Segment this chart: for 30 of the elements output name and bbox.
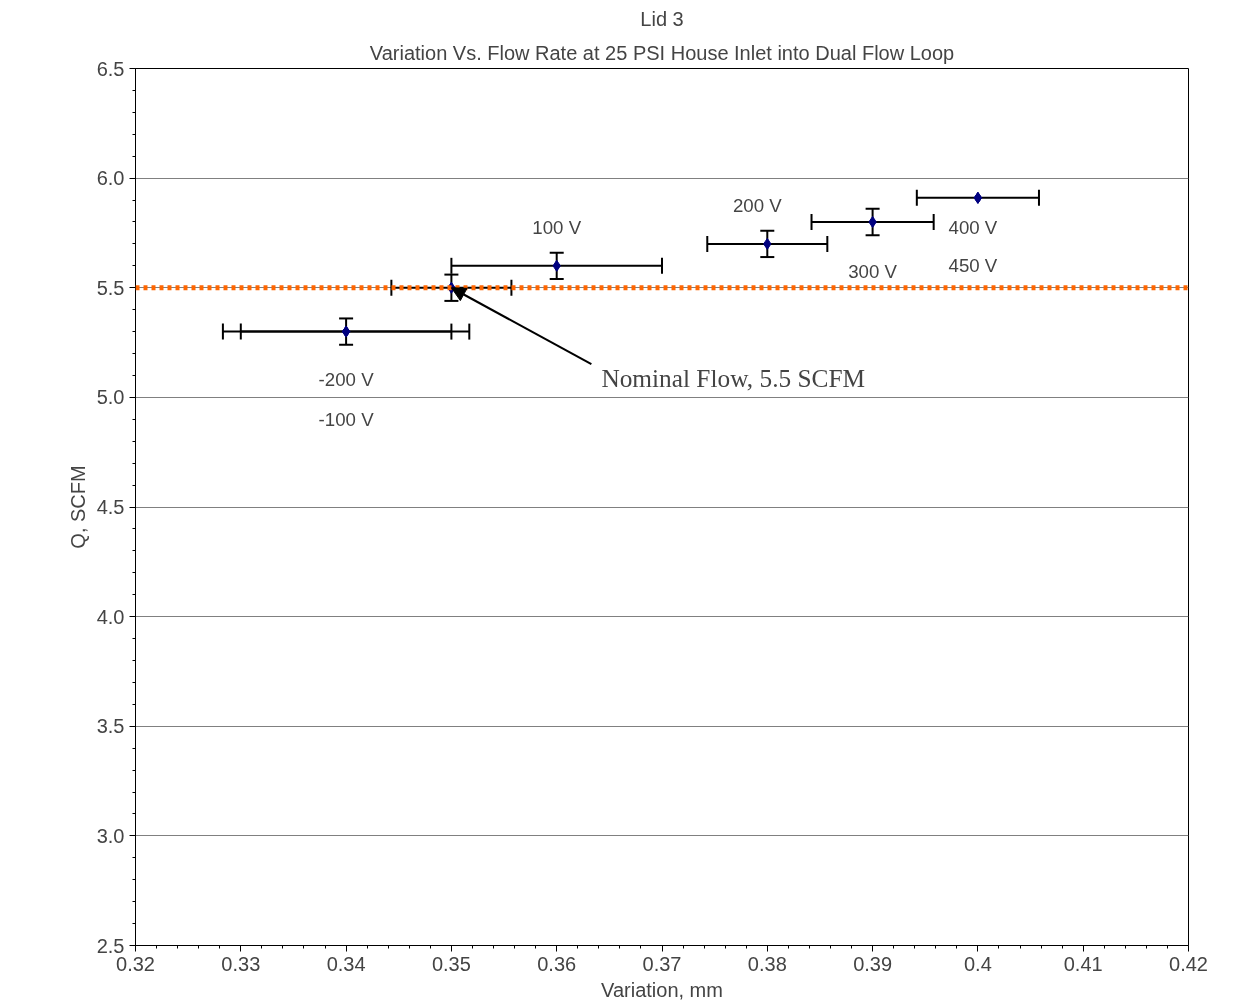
x-tick-label: 0.4: [964, 952, 992, 975]
annotation: -100 V: [318, 409, 375, 431]
x-axis-title: Variation, mm: [601, 978, 723, 1001]
annotation: 400 V: [948, 217, 998, 239]
annotation: -200 V: [318, 369, 375, 391]
x-tick-label: 0.33: [221, 952, 261, 975]
x-tick-label: 0.41: [1063, 952, 1103, 975]
x-tick-label: 0.39: [853, 952, 893, 975]
x-tick-label: 0.42: [1169, 952, 1208, 975]
annotation: 300 V: [848, 261, 898, 283]
annotation: Nominal Flow, 5.5 SCFM: [601, 363, 866, 392]
y-axis-title: Q, SCFM: [66, 465, 89, 549]
y-tick-label: 3.0: [96, 824, 125, 847]
annotation: 100 V: [532, 217, 582, 239]
y-tick-label: 6.5: [96, 57, 125, 80]
y-tick-label: 6.0: [96, 167, 125, 190]
y-tick-label: 4.5: [96, 496, 125, 518]
y-tick-label: 4.0: [96, 605, 125, 628]
chart-title: Lid 3: [640, 7, 684, 30]
x-tick-label: 0.37: [642, 952, 682, 975]
annotation: 200 V: [732, 195, 783, 217]
x-tick-label: 0.36: [537, 952, 577, 975]
x-tick-label: 0.35: [431, 952, 471, 975]
x-tick-label: 0.34: [326, 952, 366, 975]
chart-subtitle: Variation Vs. Flow Rate at 25 PSI House Inlet into Dual Flow Loop: [369, 41, 955, 64]
y-tick-label: 3.5: [96, 715, 125, 738]
x-tick-label: 0.38: [747, 952, 787, 975]
y-tick-label: 5.0: [96, 386, 125, 409]
y-tick-label: 5.5: [96, 276, 125, 299]
annotation: 450 V: [948, 255, 998, 277]
